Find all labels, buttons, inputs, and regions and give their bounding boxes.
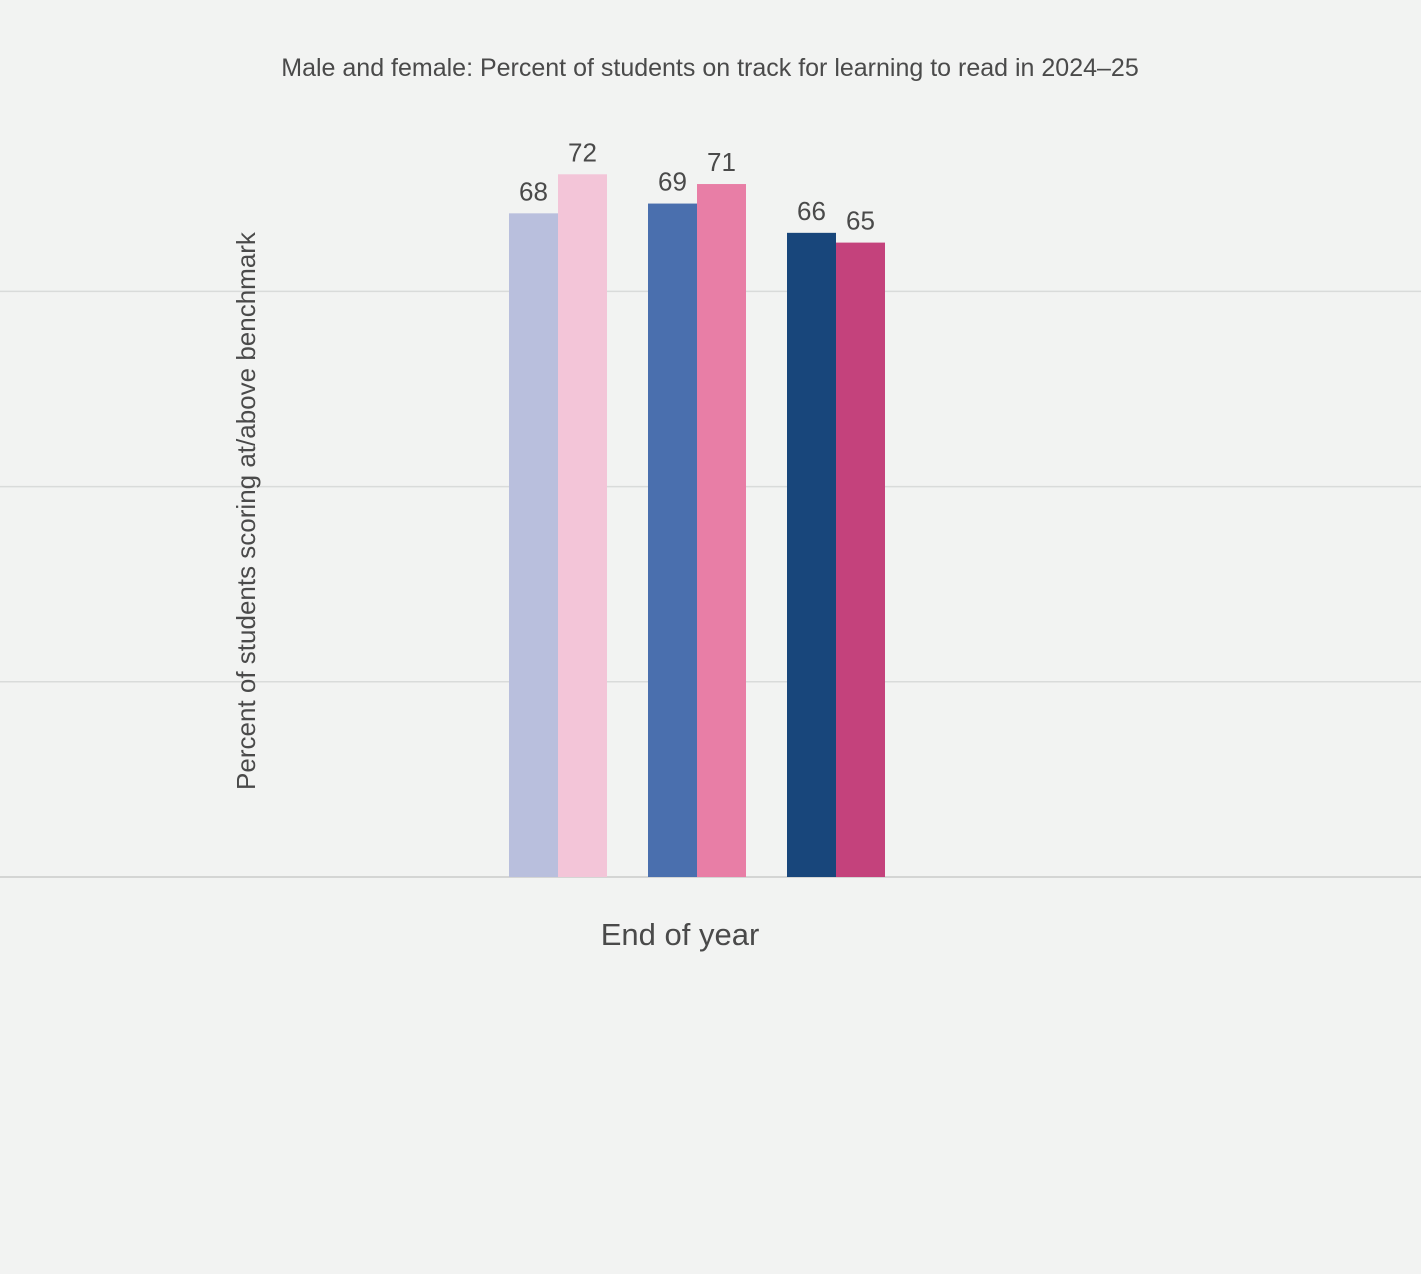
bar-5: [787, 232, 836, 878]
value-label-3: 69: [658, 167, 687, 197]
value-label-layer: 68 72 69 71 66 65: [519, 137, 875, 235]
bar-layer: [509, 174, 885, 878]
value-label-5: 66: [797, 196, 826, 226]
bar-6: [836, 242, 885, 878]
y-axis-label: Percent of students scoring at/above ben…: [231, 231, 261, 790]
bar-2: [558, 174, 607, 877]
x-category-label: End of year: [601, 917, 760, 952]
value-label-4: 71: [707, 147, 736, 177]
bar-4: [697, 184, 746, 878]
value-label-2: 72: [568, 137, 597, 167]
value-label-1: 68: [519, 176, 548, 206]
value-label-6: 65: [846, 206, 875, 236]
chart-title: Male and female: Percent of students on …: [281, 54, 1138, 82]
bar-3: [648, 203, 697, 877]
bar-1: [509, 213, 558, 877]
